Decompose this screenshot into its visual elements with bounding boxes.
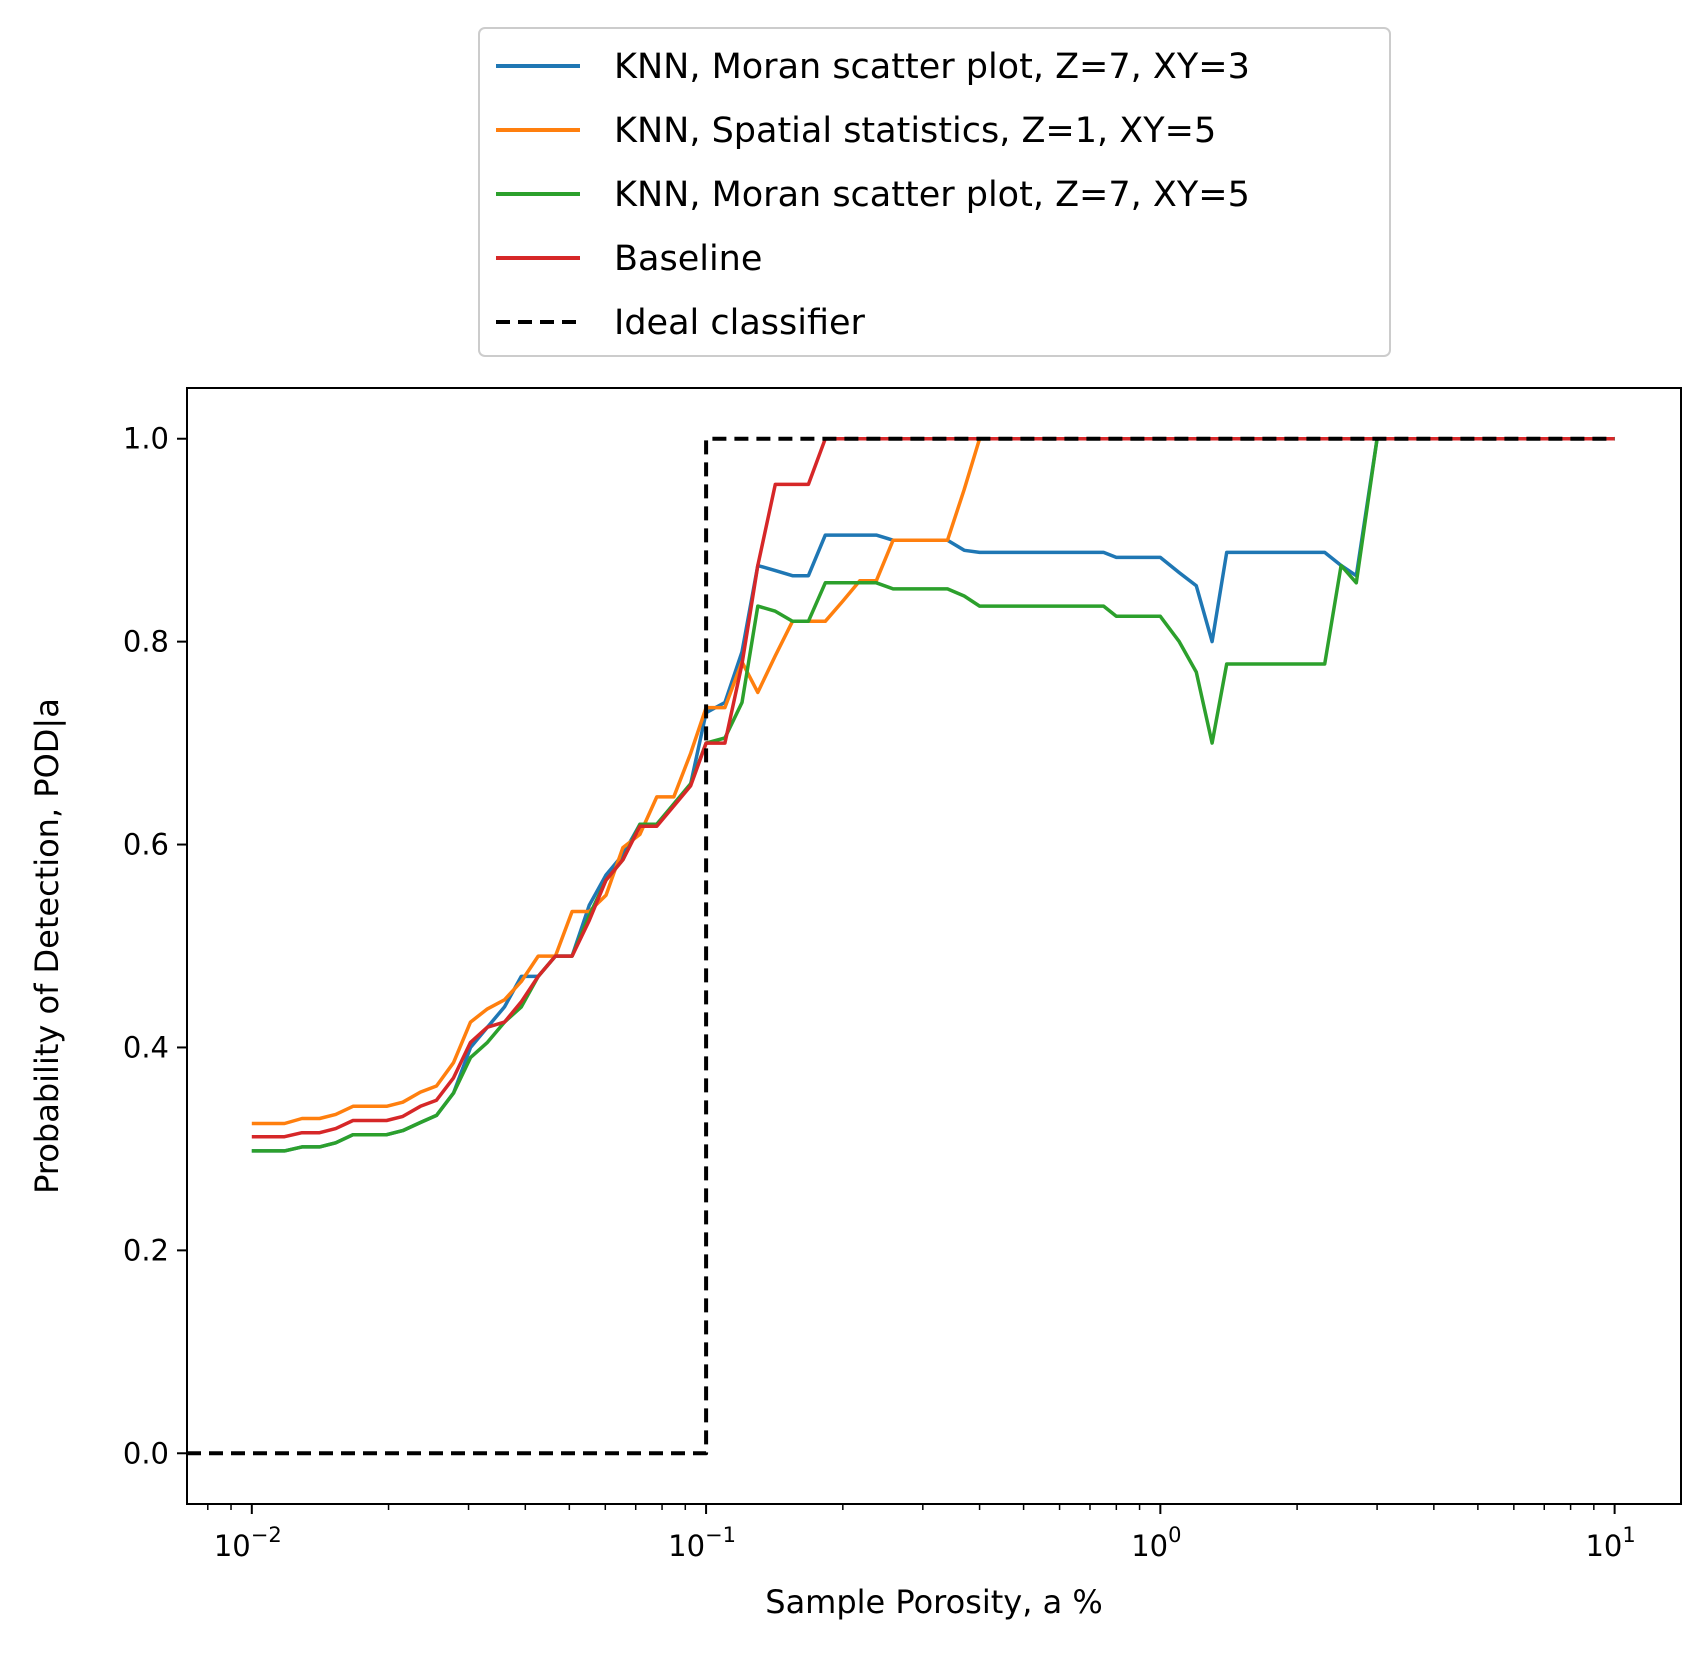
y-tick-label: 0.6 xyxy=(123,828,169,862)
x-tick-label: 101 xyxy=(1585,1523,1635,1563)
y-tick-label: 0.4 xyxy=(123,1030,169,1064)
series-line-baseline xyxy=(251,436,1615,1139)
legend-label-knn-spatial-statistics-z-1-xy-5: KNN, Spatial statistics, Z=1, XY=5 xyxy=(614,111,1216,151)
y-axis-title: Probability of Detection, POD|a xyxy=(28,698,66,1194)
legend-label-knn-moran-scatter-plot-z-7-xy-5: KNN, Moran scatter plot, Z=7, XY=5 xyxy=(614,175,1250,215)
plot-frame xyxy=(186,387,1682,1505)
y-tick-label: 0.2 xyxy=(123,1233,169,1267)
y-axis: 0.0 0.2 0.4 0.6 0.8 1.0 xyxy=(123,422,187,1470)
legend-box xyxy=(478,27,1391,357)
x-tick-label: 10−1 xyxy=(668,1523,736,1563)
legend-label-knn-moran-scatter-plot-z-7-xy-3: KNN, Moran scatter plot, Z=7, XY=3 xyxy=(614,47,1250,87)
x-tick-label: 10−2 xyxy=(214,1523,282,1563)
x-axis-title: Sample Porosity, a % xyxy=(765,1583,1103,1621)
series-line-knn-spatial-statistics-z-1-xy-5 xyxy=(251,436,1615,1126)
x-tick-label: 100 xyxy=(1131,1523,1181,1563)
y-tick-label: 1.0 xyxy=(123,422,169,456)
legend: KNN, Moran scatter plot, Z=7, XY=3 KNN, S… xyxy=(478,27,1391,357)
y-tick-label: 0.8 xyxy=(123,625,169,659)
x-axis: 10−2 10−1 100 101 xyxy=(207,1504,1636,1563)
series-layer xyxy=(187,436,1615,1456)
series-line-ideal-classifier xyxy=(187,436,1615,1456)
legend-label-baseline: Baseline xyxy=(614,239,762,279)
legend-label-ideal-classifier: Ideal classifier xyxy=(614,303,866,343)
y-tick-label: 0.0 xyxy=(123,1436,169,1470)
series-line-knn-moran-scatter-plot-z-7-xy-5 xyxy=(251,436,1615,1153)
